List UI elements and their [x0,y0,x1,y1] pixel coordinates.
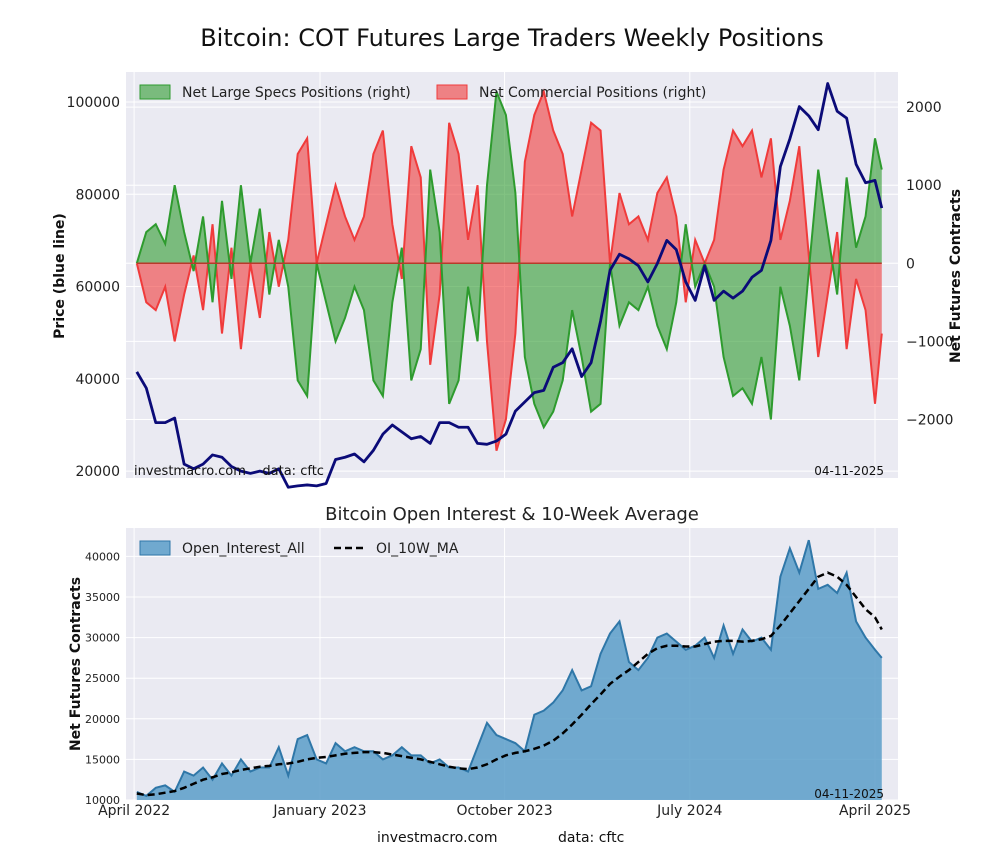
bottom-xtick-label: April 2022 [98,803,170,819]
top-ylabel-left: Price (blue line) [52,213,68,339]
top-watermark: investmacro.com data: cftc [134,464,324,479]
bottom-x-axis: April 2022 January 2023 October 2023 July 2… [98,803,911,819]
line-commercial [135,88,883,451]
ma-line-path [136,571,883,797]
bottom-ma-line [136,571,883,797]
figure-title: Bitcoin: COT Futures Large Traders Weekl… [200,24,824,52]
top-ytick-label: 20000 [75,464,120,480]
top-y2tick-label: 1000 [906,178,942,194]
legend-swatch-specs [139,84,171,100]
top-left-axis: 20000 40000 60000 80000 100000 [67,95,120,480]
line-specs [135,91,883,430]
area-specs [136,91,882,428]
legend-label-commercial: Net Commercial Positions (right) [479,85,706,101]
bottom-ytick-label: 10000 [85,794,120,807]
legend-label-oi: Open_Interest_All [182,541,305,557]
legend-label-ma: OI_10W_MA [376,541,459,557]
top-y2tick-label: −1000 [906,334,953,350]
top-y2tick-label: −2000 [906,412,953,428]
bottom-chart: 10000 15000 20000 25000 30000 35000 40000 Apri… [68,528,911,819]
footer-site: investmacro.com [377,830,497,846]
top-date-label: 04-11-2025 [814,464,884,478]
top-ytick-label: 60000 [75,280,120,296]
bottom-xtick-label: April 2025 [839,803,911,819]
top-y2tick-label: 0 [906,256,915,272]
bottom-date-label: 04-11-2025 [814,787,884,801]
top-legend: Net Large Specs Positions (right) Net Co… [139,84,706,101]
top-ytick-label: 100000 [67,95,120,111]
top-price-line [135,82,884,489]
legend-swatch-oi [139,540,171,556]
bottom-ytick-label: 15000 [85,753,120,766]
top-chart: 20000 40000 60000 80000 100000 −2000 −1000 0 10… [52,72,964,489]
bottom-xtick-label: January 2023 [272,803,366,819]
bottom-ytick-label: 30000 [85,632,120,645]
top-y2tick-label: 2000 [906,100,942,116]
bottom-ytick-label: 35000 [85,591,120,604]
bottom-left-axis: 10000 15000 20000 25000 30000 35000 40000 [85,550,120,807]
bottom-legend: Open_Interest_All OI_10W_MA [139,540,459,557]
price-line-path [135,82,884,489]
area-commercial [136,91,882,451]
legend-swatch-commercial [436,84,468,100]
bottom-xtick-label: July 2024 [656,803,722,819]
bottom-ytick-label: 20000 [85,713,120,726]
top-positions-areas [135,88,883,451]
bottom-chart-title: Bitcoin Open Interest & 10-Week Average [325,504,699,525]
top-right-axis: −2000 −1000 0 1000 2000 [906,100,953,428]
top-ylabel-right: Net Futures Contracts [948,189,964,363]
legend-label-specs: Net Large Specs Positions (right) [182,85,411,101]
top-ytick-label: 80000 [75,187,120,203]
oi-area-path [136,540,882,800]
bottom-ylabel: Net Futures Contracts [68,577,84,751]
bottom-xtick-label: October 2023 [457,803,553,819]
bottom-ytick-label: 25000 [85,672,120,685]
footer-data: data: cftc [558,830,624,846]
bottom-ytick-label: 40000 [85,550,120,563]
top-ytick-label: 40000 [75,372,120,388]
